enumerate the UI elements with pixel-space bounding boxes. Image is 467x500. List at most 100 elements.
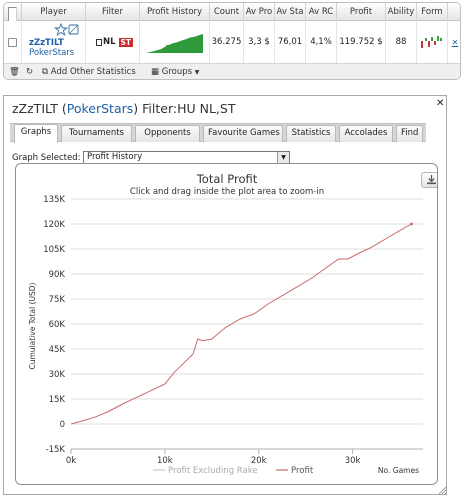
delete-icon[interactable]: 🗑	[9, 67, 20, 77]
y-tick-label: 135K	[43, 195, 65, 205]
tab-accolades[interactable]: Accolades	[339, 125, 393, 142]
y-tick-label: 105K	[43, 245, 65, 255]
count-cell: 36.275	[210, 21, 244, 63]
graph-select-value: Profit History	[87, 152, 143, 162]
player-window-title: zZzTILT (PokerStars) Filter:HU NL,ST	[12, 101, 236, 116]
player-site-link[interactable]: PokerStars	[29, 48, 75, 58]
form-bars	[421, 36, 442, 48]
x-tick-label: 10k	[157, 456, 173, 466]
chart-title: Total Profit	[196, 172, 258, 186]
tab-favourite-games[interactable]: Favourite Games	[203, 125, 283, 142]
row-select-cell[interactable]	[4, 21, 22, 63]
player-tabs: Graphs Tournaments Opponents Favourite G…	[10, 123, 426, 143]
filter-cell[interactable]: NL ST	[86, 21, 140, 63]
groups-icon: ▦	[151, 67, 160, 77]
select-all-cell[interactable]	[4, 3, 22, 21]
x-tick-label: 30k	[345, 456, 361, 466]
chart-legend: Profit Excluding Rake Profit	[153, 466, 314, 476]
col-header-av-stake[interactable]: Av Sta	[275, 3, 306, 21]
refresh-icon[interactable]: ↻	[26, 67, 34, 77]
av-profit-cell: 3,3 $	[244, 21, 275, 63]
y-axis-label: Cumulative Total (USD)	[28, 282, 37, 369]
add-other-statistics-button[interactable]: ⧉ Add Other Statistics	[42, 66, 136, 79]
filter-badge: ST	[118, 37, 134, 47]
x-tick-label: 20k	[251, 456, 267, 466]
col-header-player[interactable]: Player	[22, 3, 86, 21]
col-header-count[interactable]: Count	[210, 3, 244, 21]
filter-icon	[96, 38, 102, 46]
col-header-profit-history[interactable]: Profit History	[140, 3, 210, 21]
groups-button[interactable]: ▦ Groups ▼	[151, 66, 199, 79]
y-tick-label: 75K	[49, 295, 66, 305]
col-header-form[interactable]: Form	[417, 3, 448, 21]
y-tick-label: -15K	[46, 445, 66, 455]
legend-item-profit: Profit	[291, 466, 314, 476]
col-header-profit[interactable]: Profit	[337, 3, 386, 21]
title-filter: Filter:HU NL,ST	[142, 101, 236, 116]
title-player-name: zZzTILT	[12, 101, 58, 116]
series-end-point	[410, 222, 413, 226]
select-all-checkbox[interactable]	[8, 7, 17, 21]
tab-opponents[interactable]: Opponents	[135, 125, 200, 142]
chevron-down-icon: ▼	[194, 69, 200, 76]
filter-text: NL	[103, 37, 116, 47]
form-bar	[428, 41, 430, 47]
y-tick-label: 15K	[49, 395, 66, 405]
form-bar	[440, 38, 442, 41]
profit-sparkline-area	[144, 34, 203, 53]
x-axis-ticks: 0k 10k 20k 30k	[66, 449, 361, 466]
form-bar	[431, 37, 433, 41]
remove-row-icon[interactable]: ✕	[451, 37, 459, 47]
favorite-star-icon[interactable]	[53, 22, 80, 37]
profit-sparkline	[144, 34, 203, 53]
col-header-av-rc[interactable]: Av RC	[306, 3, 337, 21]
tab-tournaments[interactable]: Tournaments	[61, 125, 132, 142]
y-tick-label: 30K	[49, 370, 66, 380]
col-header-av-profit[interactable]: Av Pro	[244, 3, 275, 21]
table-row[interactable]: zZzTILT PokerStars NL ST 36.275 3,3 $ 76…	[4, 21, 460, 63]
player-name-link[interactable]: zZzTILT	[29, 38, 64, 48]
series-line-1	[70, 223, 412, 425]
tab-graphs[interactable]: Graphs	[14, 124, 58, 143]
y-tick-label: 45K	[49, 345, 66, 355]
resize-grip-icon[interactable]	[438, 486, 447, 495]
y-axis-ticks: -15K 0 15K 30K 45K 60K 75K 90K 105K 120K 135K	[43, 195, 65, 455]
profit-chart[interactable]: Total Profit Click and drag inside the p…	[15, 163, 438, 485]
chart-gridlines	[71, 198, 423, 450]
col-header-filter[interactable]: Filter	[86, 3, 140, 21]
stats-table: Player Filter Profit History Count Av Pr…	[3, 2, 461, 80]
export-chart-button[interactable]	[421, 172, 437, 188]
close-icon[interactable]: ✕	[436, 98, 445, 109]
y-tick-label: 60K	[49, 320, 66, 330]
title-site-link[interactable]: PokerStars	[66, 101, 134, 116]
profit-chart-svg[interactable]: Total Profit Click and drag inside the p…	[16, 164, 438, 485]
profit-history-cell[interactable]	[140, 21, 210, 63]
player-icons	[53, 22, 80, 40]
groups-label: Groups	[161, 67, 193, 77]
form-bar	[437, 36, 439, 41]
y-tick-label: 0	[60, 420, 65, 430]
av-stake-cell: 76,01	[275, 21, 306, 63]
row-checkbox[interactable]	[8, 37, 17, 47]
y-tick-label: 120K	[43, 220, 65, 230]
form-cell	[417, 21, 448, 63]
ability-cell: 88	[386, 21, 417, 63]
form-bar	[425, 38, 427, 41]
tab-find[interactable]: Find	[396, 125, 423, 142]
x-tick-label: 0k	[66, 456, 76, 466]
add-stats-icon: ⧉	[42, 67, 49, 77]
legend-item-excl-rake: Profit Excluding Rake	[168, 466, 258, 476]
remove-row-cell[interactable]: ✕	[448, 21, 460, 63]
download-icon	[426, 175, 436, 185]
chevron-down-icon[interactable]: ▼	[277, 152, 289, 163]
col-header-ability[interactable]: Ability	[386, 3, 417, 21]
form-bar	[421, 41, 423, 48]
add-other-statistics-label: Add Other Statistics	[50, 67, 136, 77]
tab-statistics[interactable]: Statistics	[286, 125, 336, 142]
y-tick-label: 90K	[49, 270, 66, 280]
av-rc-cell: 4,1%	[306, 21, 337, 63]
stats-table-footer: 🗑 ↻ ⧉ Add Other Statistics ▦ Groups ▼	[4, 63, 460, 79]
profit-cell: 119.752 $	[337, 21, 386, 63]
chart-subtitle: Click and drag inside the plot area to z…	[130, 187, 324, 197]
x-axis-label: No. Games	[378, 466, 419, 475]
